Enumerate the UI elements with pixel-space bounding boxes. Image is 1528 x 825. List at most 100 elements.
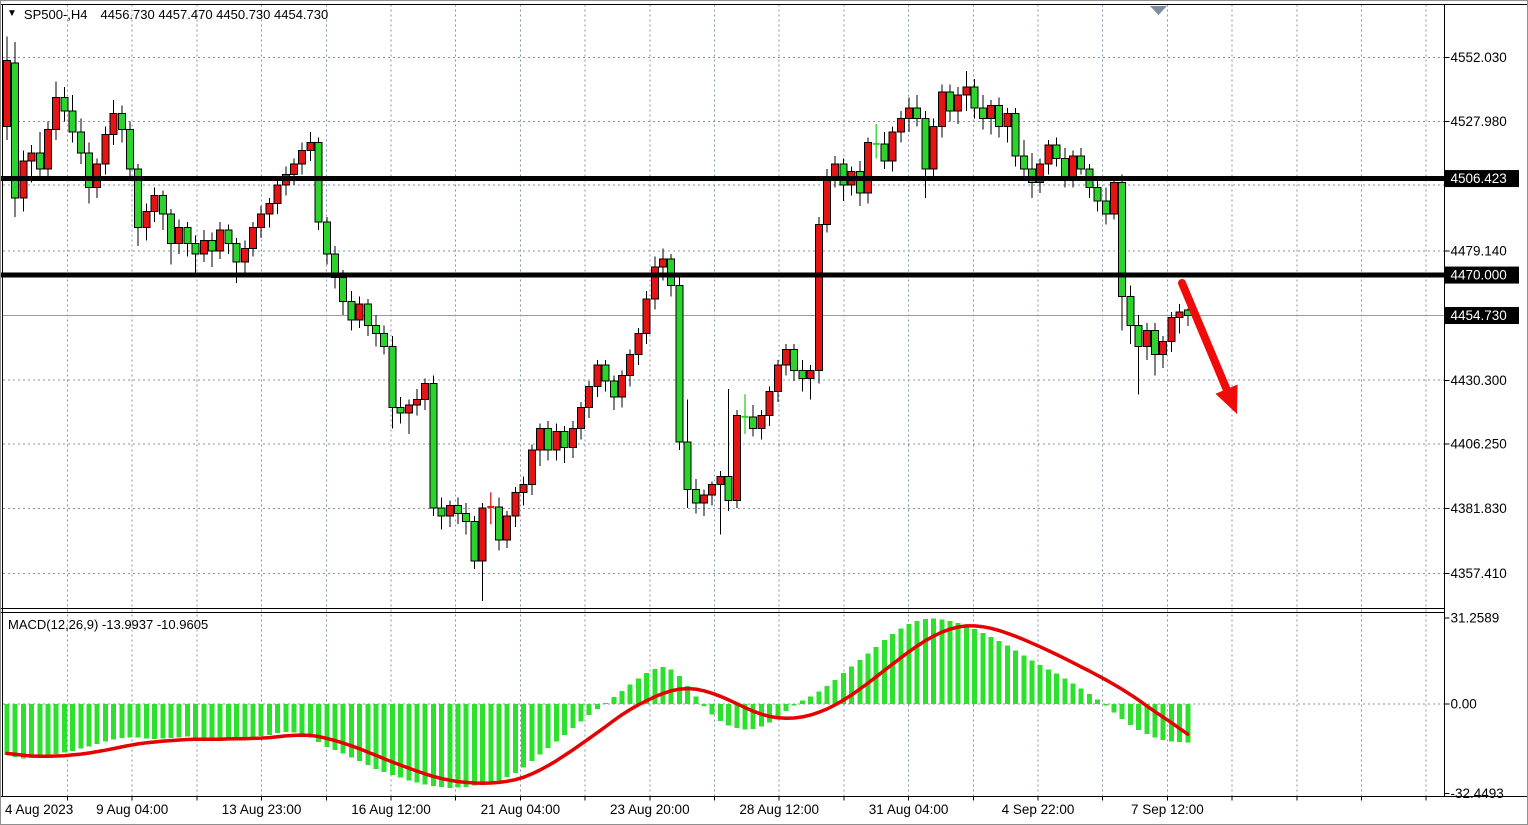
candle <box>322 221 331 255</box>
macd-histogram-bar <box>791 704 797 706</box>
macd-histogram-bar <box>750 704 756 729</box>
candle <box>134 168 143 228</box>
arrow-object[interactable] <box>1178 279 1238 414</box>
candle <box>117 112 126 130</box>
macd-histogram-bar <box>553 704 559 742</box>
candle <box>1028 168 1036 183</box>
candle <box>659 258 667 268</box>
macd-histogram-bar <box>1103 704 1109 706</box>
macd-histogram-bar <box>291 704 297 733</box>
macd-histogram-bar <box>78 704 84 749</box>
macd-histogram-bar <box>627 684 633 704</box>
macd-axis-label: 0.00 <box>1451 697 1477 712</box>
macd-histogram-bar <box>447 704 453 788</box>
candle <box>946 91 954 112</box>
macd-histogram-bar <box>439 704 445 788</box>
candle <box>568 428 577 448</box>
chart-shift-marker-icon[interactable] <box>1150 6 1167 15</box>
macd-histogram-bar <box>53 704 59 755</box>
macd-histogram-bar <box>1013 650 1019 704</box>
candle <box>347 301 356 321</box>
candle <box>552 430 561 451</box>
time-axis-label: 4 Aug 2023 <box>5 802 73 817</box>
candle <box>232 242 241 263</box>
candle <box>240 248 249 263</box>
macd-histogram-bar <box>1045 669 1051 704</box>
macd-histogram-bar <box>840 673 846 704</box>
macd-histogram-bar <box>947 620 953 704</box>
candle <box>814 224 823 371</box>
macd-histogram-bar <box>922 618 928 704</box>
macd-histogram-bar <box>931 618 937 704</box>
macd-histogram-bar <box>865 653 871 704</box>
macd-histogram-bar <box>20 704 26 759</box>
candle <box>11 62 20 199</box>
macd-histogram-bar <box>906 624 912 704</box>
macd-histogram-bar <box>816 691 822 704</box>
macd-histogram-bar <box>717 704 723 722</box>
macd-histogram-bar <box>242 704 248 738</box>
candle <box>93 163 102 189</box>
candle <box>462 513 471 522</box>
candle <box>716 475 725 485</box>
macd-histogram-bar <box>972 629 978 704</box>
macd-histogram-bar <box>545 704 551 749</box>
macd-histogram-bar <box>29 704 35 758</box>
candle <box>987 104 995 120</box>
candle <box>782 348 790 366</box>
price-axis-label: 4552.030 <box>1451 50 1507 65</box>
candle <box>44 128 52 170</box>
candle <box>150 195 159 212</box>
candle <box>650 266 659 300</box>
candle <box>544 428 553 451</box>
price-axis-label: 4479.140 <box>1451 243 1507 258</box>
candle <box>823 176 831 226</box>
candle <box>298 150 307 165</box>
macd-histogram-bar <box>365 704 371 766</box>
macd-histogram-bar <box>726 704 732 726</box>
macd-histogram-bar <box>1054 673 1060 704</box>
macd-histogram-bar <box>201 704 207 739</box>
macd-histogram-bar <box>12 704 18 758</box>
candle <box>1060 157 1069 178</box>
macd-histogram-bar <box>406 704 412 781</box>
macd-histogram-bar <box>594 704 600 709</box>
macd-histogram-bar <box>668 669 674 704</box>
macd-histogram-bar <box>1185 704 1191 743</box>
macd-histogram-bar <box>152 704 158 740</box>
candle <box>667 258 676 287</box>
macd-histogram-bar <box>168 704 174 739</box>
candle <box>1126 295 1135 326</box>
candle <box>314 142 323 223</box>
macd-histogram-bar <box>389 704 395 775</box>
macd-histogram-bar <box>980 633 986 704</box>
candle <box>831 163 840 178</box>
candle <box>355 303 364 321</box>
symbol-dropdown-triangle-icon[interactable]: ▼ <box>7 8 17 19</box>
macd-histogram-bar <box>824 685 830 704</box>
candle <box>85 152 93 189</box>
candle <box>962 86 971 96</box>
macd-histogram-bar <box>775 704 781 718</box>
candle <box>798 369 807 379</box>
macd-histogram-bar <box>1111 704 1117 713</box>
macd-histogram-bar <box>963 625 969 704</box>
candle <box>35 152 44 170</box>
macd-histogram-bar <box>693 696 699 704</box>
time-axis-label: 21 Aug 04:00 <box>481 802 561 817</box>
candle <box>527 449 536 485</box>
time-axis-area[interactable] <box>1 797 1445 825</box>
macd-histogram-bar <box>1119 704 1125 719</box>
macd-histogram-bar <box>340 704 346 754</box>
main-chart-area[interactable] <box>3 5 1445 609</box>
candle <box>421 383 430 401</box>
macd-histogram-bar <box>562 704 568 735</box>
candle <box>536 428 544 451</box>
candle <box>913 107 922 120</box>
macd-histogram-bar <box>898 628 904 704</box>
macd-histogram-bar <box>1086 694 1092 704</box>
candle <box>765 391 774 416</box>
macd-histogram-bar <box>1152 704 1158 738</box>
macd-signal-line <box>5 624 1190 785</box>
